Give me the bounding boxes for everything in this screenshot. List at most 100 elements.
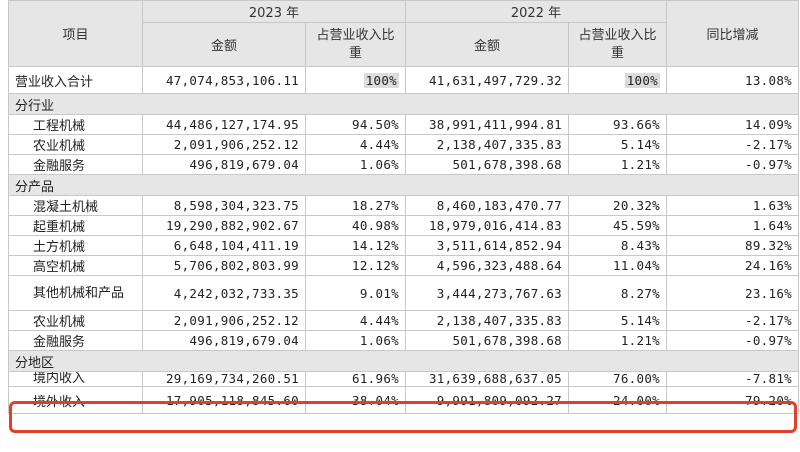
- ratio-2022: 5.14%: [568, 134, 667, 155]
- header-ratio-2023: 占营业收入比重: [305, 22, 406, 67]
- amount-2022: 2,138,407,335.83: [405, 310, 569, 331]
- table-row: 金融服务 496,819,679.04 1.06% 501,678,398.68…: [8, 154, 799, 175]
- table-row: 工程机械 44,486,127,174.95 94.50% 38,991,411…: [8, 114, 799, 135]
- ratio-2023: 40.98%: [305, 215, 406, 236]
- amount-2023: 6,648,104,411.19: [142, 235, 306, 256]
- amount-2022: 3,511,614,852.94: [405, 235, 569, 256]
- table-row: 农业机械 2,091,906,252.12 4.44% 2,138,407,33…: [8, 134, 799, 155]
- ratio-2022: 5.14%: [568, 310, 667, 331]
- ratio-2023: 4.44%: [305, 134, 406, 155]
- ratio-2023: 12.12%: [305, 255, 406, 276]
- ratio-2023: 38.04%: [305, 386, 406, 414]
- amount-2023: 19,290,882,902.67: [142, 215, 306, 236]
- row-label: 高空机械: [8, 255, 143, 276]
- ratio-2023: 18.27%: [305, 195, 406, 216]
- ratio-2022: 8.27%: [568, 275, 667, 311]
- yoy-change: 89.32%: [666, 235, 799, 256]
- section-title: 分行业: [8, 93, 799, 115]
- header-year-2023: 2023 年: [142, 0, 406, 23]
- ratio-2022: 8.43%: [568, 235, 667, 256]
- ratio-2022: 1.21%: [568, 154, 667, 175]
- row-label: 混凝土机械: [8, 195, 143, 216]
- yoy-change: 14.09%: [666, 114, 799, 135]
- ratio-2023: 94.50%: [305, 114, 406, 135]
- ratio-2023: 14.12%: [305, 235, 406, 256]
- ratio-2022: 11.04%: [568, 255, 667, 276]
- ratio-2022: 76.00%: [568, 371, 667, 387]
- amount-2022: 18,979,016,414.83: [405, 215, 569, 236]
- section-title: 分产品: [8, 174, 799, 196]
- table-row: 土方机械 6,648,104,411.19 14.12% 3,511,614,8…: [8, 235, 799, 256]
- table-row: 混凝土机械 8,598,304,323.75 18.27% 8,460,183,…: [8, 195, 799, 216]
- ratio-2023: 9.01%: [305, 275, 406, 311]
- ratio-2023: 1.06%: [305, 330, 406, 351]
- amount-2022: 4,596,323,488.64: [405, 255, 569, 276]
- yoy-change: 23.16%: [666, 275, 799, 311]
- section-region: 分地区: [8, 350, 799, 372]
- ratio-2023: 61.96%: [305, 371, 406, 387]
- ratio-2022: 45.59%: [568, 215, 667, 236]
- amount-2023: 4,242,032,733.35: [142, 275, 306, 311]
- header-yoy: 同比增减: [666, 0, 799, 67]
- row-label: 农业机械: [8, 310, 143, 331]
- amount-2022: 2,138,407,335.83: [405, 134, 569, 155]
- amount-2022: 31,639,688,637.05: [405, 371, 569, 387]
- amount-2022: 3,444,273,767.63: [405, 275, 569, 311]
- row-label: 金融服务: [8, 330, 143, 351]
- revenue-table-container: 项目 2023 年 2022 年 同比增减 金额 占营业收入比重 金额 占营业收…: [8, 0, 799, 452]
- amount-2022: 41,631,497,729.32: [405, 66, 569, 94]
- ratio-2022: 24.00%: [568, 386, 667, 414]
- section-title: 分地区: [8, 350, 799, 372]
- amount-2023: 29,169,734,260.51: [142, 371, 306, 387]
- yoy-change: -2.17%: [666, 134, 799, 155]
- table-row: 境内收入 29,169,734,260.51 61.96% 31,639,688…: [8, 371, 799, 387]
- yoy-change: 1.64%: [666, 215, 799, 236]
- amount-2023: 2,091,906,252.12: [142, 134, 306, 155]
- amount-2023: 44,486,127,174.95: [142, 114, 306, 135]
- table-row: 金融服务 496,819,679.04 1.06% 501,678,398.68…: [8, 330, 799, 351]
- table-row: 农业机械 2,091,906,252.12 4.44% 2,138,407,33…: [8, 310, 799, 331]
- row-label: 其他机械和产品: [8, 275, 143, 311]
- amount-2023: 5,706,802,803.99: [142, 255, 306, 276]
- header-amount-2022: 金额: [405, 22, 569, 67]
- section-product: 分产品: [8, 174, 799, 196]
- table-row: 高空机械 5,706,802,803.99 12.12% 4,596,323,4…: [8, 255, 799, 276]
- yoy-change: 13.08%: [666, 66, 799, 94]
- ratio-2022: 100%: [624, 72, 660, 88]
- ratio-2023: 1.06%: [305, 154, 406, 175]
- section-industry: 分行业: [8, 93, 799, 115]
- amount-2023: 2,091,906,252.12: [142, 310, 306, 331]
- row-label: 农业机械: [8, 134, 143, 155]
- amount-2023: 496,819,679.04: [142, 154, 306, 175]
- yoy-change: -0.97%: [666, 330, 799, 351]
- row-label: 土方机械: [8, 235, 143, 256]
- table-row-total: 营业收入合计 47,074,853,106.11 100% 41,631,497…: [8, 66, 799, 94]
- yoy-change: 24.16%: [666, 255, 799, 276]
- revenue-breakdown-table: 项目 2023 年 2022 年 同比增减 金额 占营业收入比重 金额 占营业收…: [8, 0, 799, 414]
- row-label: 工程机械: [8, 114, 143, 135]
- amount-2022: 501,678,398.68: [405, 330, 569, 351]
- ratio-2022: 20.32%: [568, 195, 667, 216]
- ratio-2023: 4.44%: [305, 310, 406, 331]
- row-label: 起重机械: [8, 215, 143, 236]
- row-label: 营业收入合计: [8, 66, 143, 94]
- yoy-change: 79.20%: [666, 386, 799, 414]
- amount-2023: 496,819,679.04: [142, 330, 306, 351]
- row-label: 境内收入: [8, 371, 143, 387]
- yoy-change: -2.17%: [666, 310, 799, 331]
- amount-2022: 501,678,398.68: [405, 154, 569, 175]
- header-amount-2023: 金额: [142, 22, 306, 67]
- yoy-change: -0.97%: [666, 154, 799, 175]
- table-row: 起重机械 19,290,882,902.67 40.98% 18,979,016…: [8, 215, 799, 236]
- yoy-change: 1.63%: [666, 195, 799, 216]
- amount-2022: 9,991,809,092.27: [405, 386, 569, 414]
- row-label: 金融服务: [8, 154, 143, 175]
- table-row: 其他机械和产品 4,242,032,733.35 9.01% 3,444,273…: [8, 275, 799, 311]
- ratio-2022: 1.21%: [568, 330, 667, 351]
- table-row-highlighted: 境外收入 17,905,118,845.60 38.04% 9,991,809,…: [8, 386, 799, 414]
- ratio-2023: 100%: [363, 72, 399, 88]
- ratio-2022: 93.66%: [568, 114, 667, 135]
- amount-2023: 47,074,853,106.11: [142, 66, 306, 94]
- header-year-2022: 2022 年: [405, 0, 667, 23]
- header-ratio-2022: 占营业收入比重: [568, 22, 667, 67]
